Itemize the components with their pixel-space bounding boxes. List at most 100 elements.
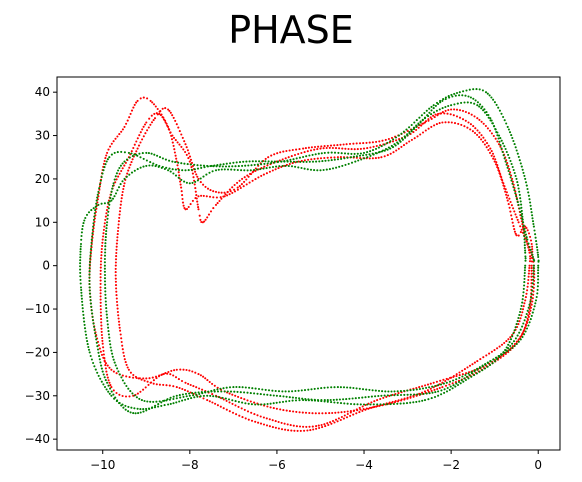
- trajectory-point: [240, 397, 243, 400]
- trajectory-point: [256, 168, 259, 171]
- trajectory-point: [515, 323, 518, 326]
- trajectory-point: [143, 399, 146, 403]
- trajectory-point: [145, 377, 148, 380]
- trajectory-point: [313, 148, 316, 151]
- trajectory-point: [353, 148, 356, 151]
- trajectory-point: [206, 399, 209, 402]
- trajectory-point: [114, 364, 117, 367]
- trajectory-point: [118, 133, 121, 136]
- trajectory-point: [184, 150, 187, 154]
- trajectory-point: [330, 401, 333, 404]
- trajectory-point: [108, 339, 111, 343]
- trajectory-point: [523, 266, 527, 269]
- trajectory-point: [497, 167, 500, 170]
- trajectory-point: [268, 418, 271, 421]
- trajectory-point: [106, 151, 109, 154]
- trajectory-point: [194, 190, 197, 193]
- trajectory-point: [386, 154, 389, 157]
- trajectory-point: [469, 96, 472, 99]
- trajectory-point: [192, 385, 195, 388]
- trajectory-point: [274, 420, 277, 423]
- trajectory-point: [274, 426, 277, 429]
- trajectory-point: [472, 88, 475, 91]
- trajectory-point: [104, 239, 107, 242]
- trajectory-point: [119, 164, 122, 167]
- trajectory-point: [162, 373, 165, 376]
- trajectory-point: [162, 383, 165, 386]
- trajectory-point: [526, 282, 530, 285]
- trajectory-point: [488, 151, 492, 154]
- trajectory-point: [120, 197, 123, 200]
- trajectory-point: [104, 248, 107, 251]
- trajectory-point: [284, 164, 287, 167]
- trajectory-point: [509, 159, 512, 163]
- trajectory-point: [145, 164, 148, 167]
- trajectory-point: [334, 418, 338, 421]
- trajectory-point: [520, 206, 523, 209]
- trajectory-point: [520, 214, 523, 217]
- trajectory-point: [180, 178, 183, 181]
- trajectory-point: [103, 357, 106, 360]
- trajectory-point: [498, 345, 501, 348]
- trajectory-point: [345, 416, 349, 419]
- trajectory-point: [257, 176, 260, 179]
- trajectory-point: [100, 327, 103, 330]
- trajectory-point: [300, 151, 303, 155]
- trajectory-point: [385, 395, 388, 398]
- trajectory-point: [166, 372, 169, 375]
- trajectory-point: [207, 213, 211, 216]
- trajectory-point: [118, 172, 121, 175]
- trajectory-point: [524, 299, 527, 302]
- trajectory-point: [343, 402, 346, 405]
- trajectory-point: [433, 388, 436, 391]
- trajectory-point: [220, 390, 223, 393]
- trajectory-point: [500, 343, 504, 346]
- trajectory-point: [210, 389, 213, 392]
- trajectory-point: [378, 140, 381, 143]
- trajectory-point: [418, 400, 421, 403]
- trajectory-point: [231, 191, 234, 194]
- trajectory-point: [209, 394, 212, 397]
- trajectory-point: [216, 388, 219, 391]
- trajectory-point: [527, 275, 530, 278]
- trajectory-point: [242, 160, 245, 163]
- trajectory-point: [278, 165, 281, 168]
- trajectory-point: [463, 368, 466, 371]
- trajectory-point: [257, 403, 260, 406]
- trajectory-point: [185, 146, 188, 149]
- trajectory-point: [176, 141, 179, 144]
- trajectory-point: [138, 397, 141, 400]
- trajectory-point: [184, 381, 187, 384]
- trajectory-point: [346, 386, 349, 389]
- trajectory-point: [530, 264, 533, 267]
- trajectory-point: [392, 138, 395, 141]
- trajectory-point: [105, 313, 108, 316]
- trajectory-point: [354, 397, 357, 400]
- trajectory-point: [85, 213, 89, 216]
- trajectory-point: [121, 180, 124, 183]
- trajectory-point: [319, 147, 322, 150]
- trajectory-point: [392, 402, 395, 406]
- trajectory-point: [260, 403, 263, 406]
- trajectory-point: [295, 157, 298, 160]
- trajectory-point: [130, 152, 133, 155]
- trajectory-point: [79, 286, 83, 289]
- trajectory-point: [194, 170, 197, 173]
- trajectory-point: [357, 159, 360, 162]
- trajectory-point: [181, 387, 184, 391]
- trajectory-point: [508, 206, 511, 209]
- trajectory-point: [133, 169, 136, 172]
- trajectory-point: [427, 398, 430, 401]
- trajectory-point: [454, 94, 457, 97]
- trajectory-point: [434, 104, 437, 107]
- trajectory-point: [452, 374, 455, 378]
- trajectory-point: [526, 229, 529, 232]
- trajectory-point: [409, 395, 412, 398]
- trajectory-point: [118, 373, 121, 376]
- trajectory-point: [105, 230, 108, 233]
- trajectory-point: [455, 375, 458, 378]
- trajectory-point: [519, 231, 522, 234]
- trajectory-point: [153, 153, 156, 156]
- trajectory-point: [236, 188, 239, 191]
- trajectory-point: [500, 353, 504, 356]
